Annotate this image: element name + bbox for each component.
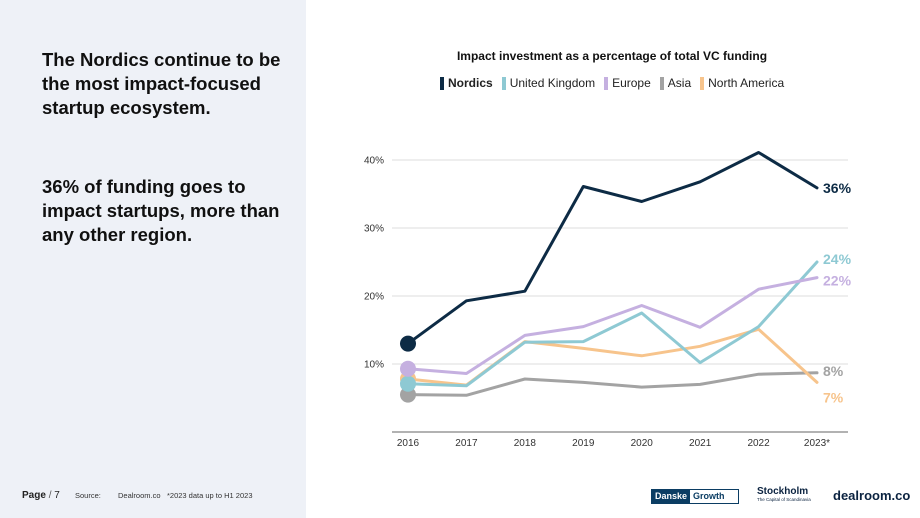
x-tick-label: 2016 bbox=[397, 438, 420, 449]
headline: The Nordics continue to be the most impa… bbox=[42, 49, 281, 118]
x-tick-label: 2017 bbox=[455, 438, 478, 449]
legend-swatch bbox=[700, 76, 705, 90]
page-indicator: Page / 7 bbox=[22, 490, 60, 501]
series-end-label: 36% bbox=[823, 180, 852, 196]
series-start-marker bbox=[400, 375, 416, 392]
chart-legend: Nordics United Kingdom Europe Asia North Ame… bbox=[440, 76, 793, 90]
y-tick-label: 40% bbox=[364, 156, 384, 167]
series-start-marker bbox=[400, 360, 416, 377]
stockholm-logo: Stockholm The Capital of Scandinavia bbox=[757, 486, 811, 503]
y-tick-label: 30% bbox=[364, 224, 384, 235]
legend-swatch bbox=[501, 76, 506, 90]
growth-logo-text: Growth bbox=[693, 491, 725, 501]
legend-swatch bbox=[659, 76, 664, 90]
left-panel: The Nordics continue to be the most impa… bbox=[0, 0, 306, 518]
legend-label: Nordics bbox=[448, 76, 493, 90]
legend-swatch bbox=[440, 76, 444, 90]
source-label: Source: bbox=[75, 491, 101, 500]
series-end-label: 8% bbox=[823, 363, 844, 379]
legend-item: North America bbox=[700, 76, 784, 90]
subline: 36% of funding goes to impact startups, … bbox=[42, 176, 280, 245]
legend-label: Europe bbox=[612, 76, 651, 90]
x-tick-label: 2020 bbox=[631, 438, 654, 449]
legend-label: United Kingdom bbox=[509, 76, 596, 90]
y-tick-label: 10% bbox=[364, 360, 384, 371]
x-tick-label: 2018 bbox=[514, 438, 537, 449]
footnote: *2023 data up to H1 2023 bbox=[167, 491, 253, 500]
source-value: Dealroom.co bbox=[118, 491, 161, 500]
series-line bbox=[406, 371, 819, 397]
page-number: 7 bbox=[54, 490, 60, 501]
stockholm-logo-tagline: The Capital of Scandinavia bbox=[757, 497, 811, 502]
y-tick-label: 20% bbox=[364, 292, 384, 303]
series-line bbox=[406, 327, 819, 387]
series-line bbox=[406, 276, 819, 375]
series-end-label: 24% bbox=[823, 251, 852, 267]
legend-item: United Kingdom bbox=[501, 76, 596, 90]
legend-item: Asia bbox=[659, 76, 692, 90]
series-line bbox=[406, 151, 819, 346]
danske-logo-text: Danske bbox=[652, 490, 691, 503]
danske-growth-logo: Danske Growth bbox=[651, 489, 739, 504]
legend-item: Nordics bbox=[440, 76, 493, 90]
chart-title: Impact investment as a percentage of tot… bbox=[456, 49, 768, 63]
series-line bbox=[406, 260, 819, 388]
legend-item: Europe bbox=[604, 76, 651, 90]
page-separator: / bbox=[48, 490, 52, 501]
legend-label: Asia bbox=[667, 76, 692, 90]
series-end-label: 7% bbox=[823, 389, 844, 405]
x-tick-label: 2021 bbox=[689, 438, 712, 449]
stockholm-logo-name: Stockholm bbox=[757, 486, 809, 497]
page-label: Page bbox=[22, 490, 46, 501]
legend-swatch bbox=[604, 76, 609, 90]
dealroom-logo: dealroom.co bbox=[833, 488, 911, 503]
series-end-label: 22% bbox=[823, 273, 852, 289]
series-start-marker bbox=[400, 335, 416, 352]
x-tick-label: 2023* bbox=[804, 438, 830, 449]
legend-label: North America bbox=[708, 76, 785, 90]
x-tick-label: 2022 bbox=[747, 438, 770, 449]
x-tick-label: 2019 bbox=[572, 438, 595, 449]
